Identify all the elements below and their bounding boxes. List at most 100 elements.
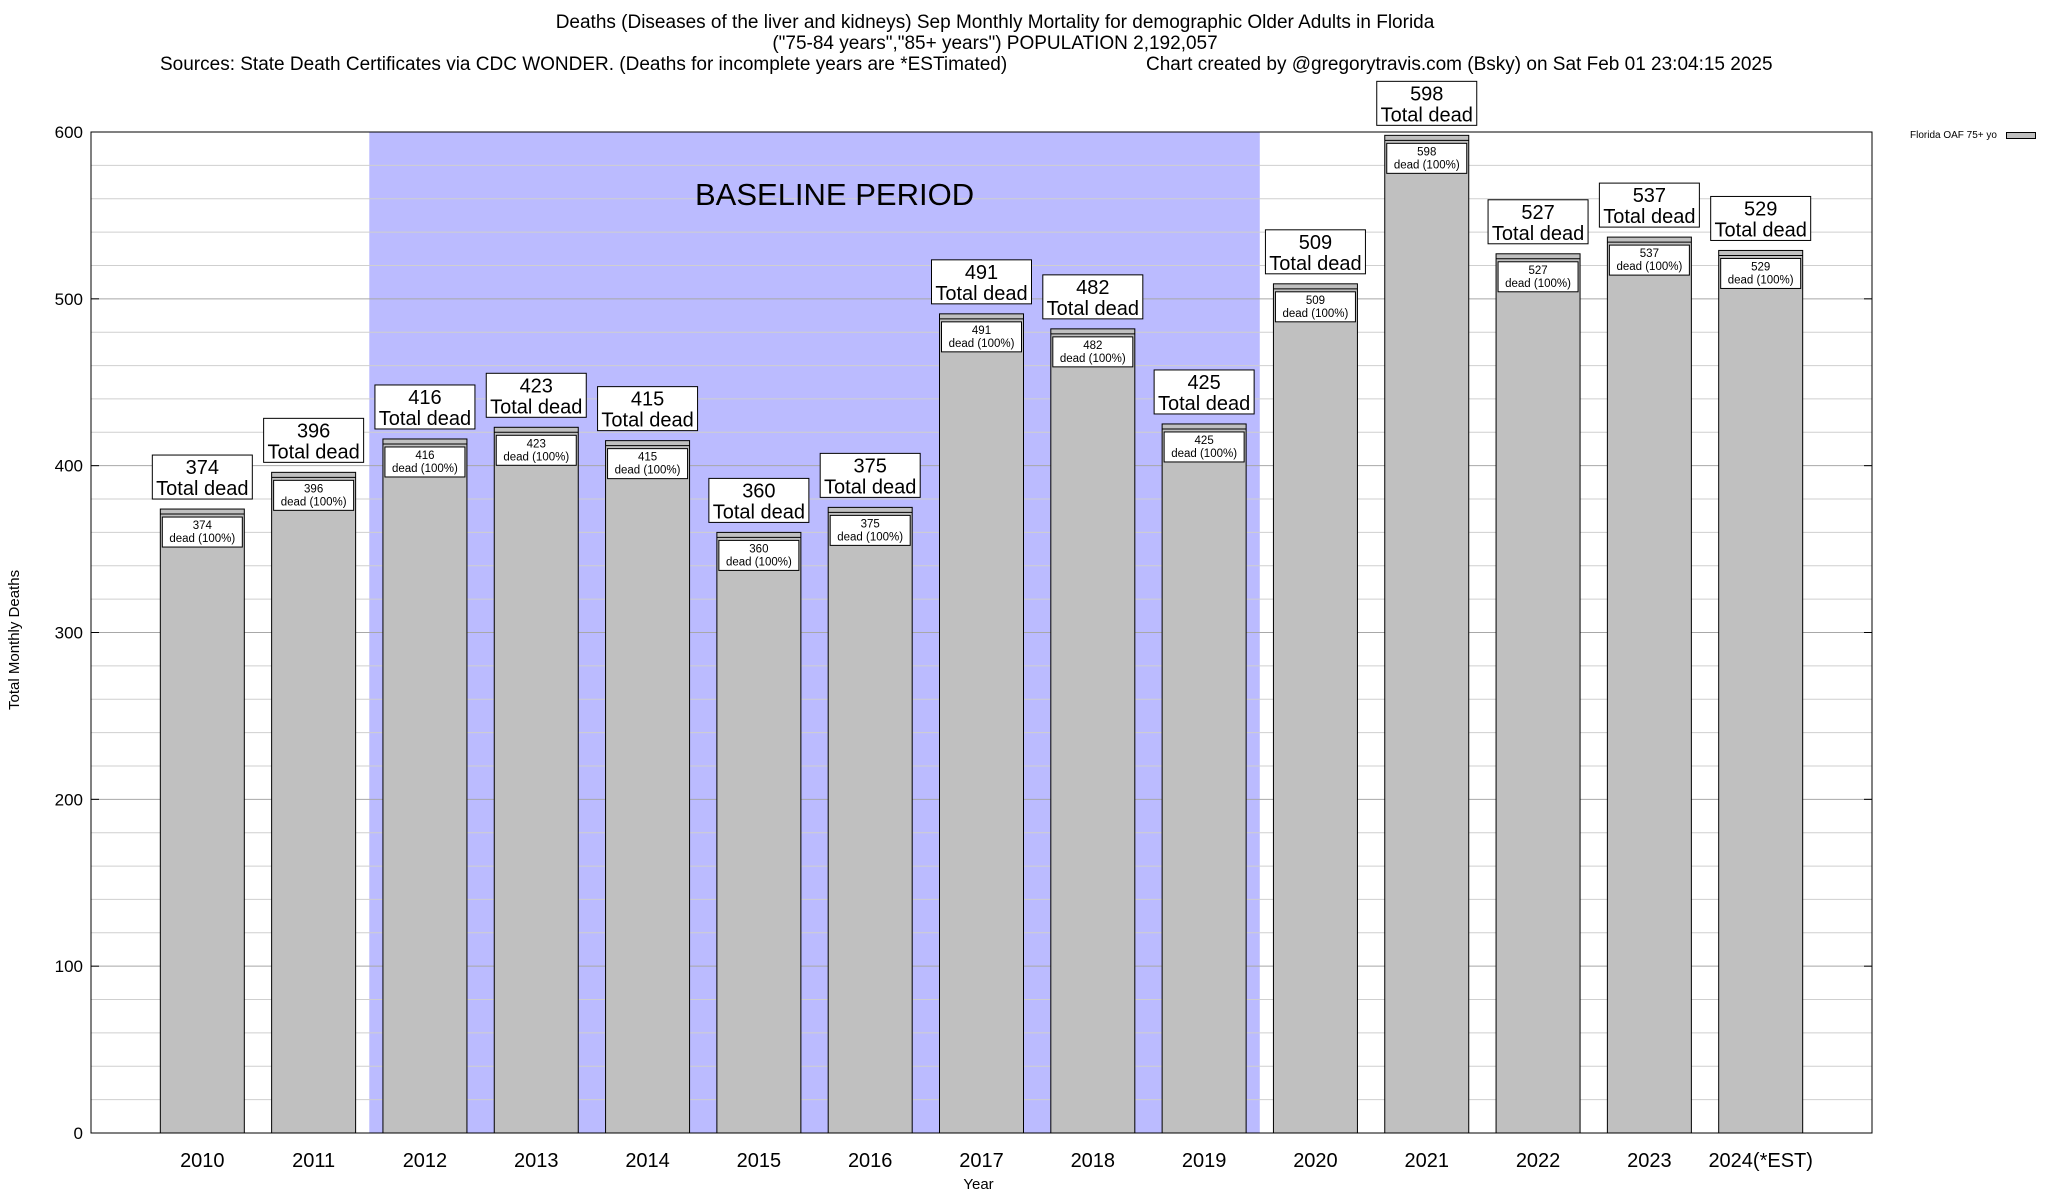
bar-inner-percent-label: dead (100%): [1283, 308, 1349, 320]
bar-total-value-label: 423: [520, 375, 553, 397]
bar: [1495, 253, 1581, 1134]
y-tick-label: 200: [55, 790, 83, 809]
bar-inner-value-label: 509: [1306, 295, 1325, 307]
bar-inner-percent-label: dead (100%): [949, 338, 1015, 350]
bar-total-value-label: 415: [631, 389, 664, 411]
bar-inner-value-label: 482: [1083, 340, 1102, 352]
bar-total-label-box: [374, 384, 476, 430]
chart-subtitle: ("75-84 years","85+ years") POPULATION 2…: [772, 33, 1218, 54]
bar-inner-label-box: [1608, 244, 1690, 276]
bar-total-label-box: [708, 477, 810, 523]
bar-inner-value-label: 423: [527, 438, 546, 450]
bar-total-text-label: Total dead: [1603, 206, 1695, 228]
chart-title: Deaths (Diseases of the liver and kidney…: [555, 12, 1435, 33]
bar-inner-percent-label: dead (100%): [1728, 274, 1794, 286]
bar-total-label-box: [931, 259, 1032, 305]
bar-total-value-label: 396: [297, 420, 330, 442]
bar: [716, 531, 802, 1134]
bar-total-value-label: 425: [1187, 372, 1220, 394]
bar-inner-value-label: 416: [415, 450, 434, 462]
bar: [827, 506, 913, 1134]
bar-inner-percent-label: dead (100%): [1171, 448, 1237, 460]
bar-inner-percent-label: dead (100%): [837, 531, 903, 543]
bar: [1272, 283, 1358, 1134]
bar: [271, 471, 357, 1134]
bar-total-value-label: 509: [1299, 232, 1332, 254]
bar-inner-label-box: [941, 321, 1022, 353]
bar-inner-label-box: [1163, 431, 1245, 463]
bar-inner-label-box: [1052, 336, 1134, 368]
bar-inner-label-box: [1497, 261, 1579, 293]
bar-total-text-label: Total dead: [156, 478, 248, 500]
bar-total-label-box: [151, 454, 253, 500]
bar: [1606, 236, 1692, 1134]
x-tick-label: 2016: [848, 1150, 893, 1172]
bar-total-label-box: [1487, 199, 1589, 245]
bar-total-text-label: Total dead: [824, 476, 916, 498]
bar: [1050, 328, 1136, 1134]
legend-swatch: [2005, 131, 2036, 139]
bar-total-text-label: Total dead: [1047, 298, 1139, 320]
bar-total-value-label: 375: [854, 455, 887, 477]
x-tick-label: 2024(*EST): [1708, 1150, 1813, 1172]
y-axis-label: Total Monthly Deaths: [6, 569, 23, 710]
bar-total-value-label: 529: [1744, 198, 1777, 220]
y-tick-label: 0: [74, 1124, 83, 1143]
bar-total-value-label: 537: [1633, 185, 1666, 207]
bar-total-text-label: Total dead: [935, 283, 1027, 305]
bar-total-label-box: [1710, 195, 1812, 241]
bar-total-label-box: [263, 417, 365, 463]
x-tick-label: 2014: [625, 1150, 670, 1172]
bar: [1384, 134, 1470, 1134]
source-row: Sources: State Death Certificates via CD…: [0, 54, 1990, 75]
bar-total-text-label: Total dead: [1158, 393, 1250, 415]
bar-inner-percent-label: dead (100%): [726, 556, 792, 568]
bar-inner-label-box: [161, 516, 243, 548]
bar-total-label-box: [597, 386, 699, 432]
x-tick-label: 2019: [1182, 1150, 1227, 1172]
bar-inner-percent-label: dead (100%): [615, 465, 681, 477]
y-tick-label: 400: [55, 457, 83, 476]
bar-inner-label-box: [1720, 257, 1802, 289]
y-tick-label: 300: [55, 624, 83, 643]
bar-total-text-label: Total dead: [1269, 253, 1361, 275]
bar: [1161, 423, 1247, 1134]
bar-inner-percent-label: dead (100%): [1505, 278, 1571, 290]
bar-inner-value-label: 491: [972, 325, 991, 337]
x-tick-label: 2018: [1071, 1150, 1116, 1172]
x-tick-label: 2010: [180, 1150, 225, 1172]
x-tick-label: 2022: [1516, 1150, 1561, 1172]
bar: [605, 440, 691, 1134]
bar-inner-value-label: 375: [861, 518, 880, 530]
bar-inner-label-box: [718, 539, 800, 571]
bar-inner-value-label: 415: [638, 452, 657, 464]
bar-total-text-label: Total dead: [1381, 104, 1473, 126]
bar-total-value-label: 527: [1521, 202, 1554, 224]
x-tick-label: 2021: [1405, 1150, 1450, 1172]
bar-total-label-box: [485, 372, 587, 418]
bar-total-text-label: Total dead: [1715, 219, 1807, 241]
bar-total-label-box: [1042, 274, 1144, 320]
legend-label: Florida OAF 75+ yo: [1910, 130, 1997, 141]
bar-total-text-label: Total dead: [490, 396, 582, 418]
y-tick-label: 500: [55, 290, 83, 309]
bar-inner-label-box: [495, 434, 577, 466]
bar-inner-value-label: 374: [193, 520, 213, 532]
bar: [939, 313, 1024, 1134]
bar-inner-label-box: [273, 479, 355, 511]
bar-inner-value-label: 425: [1195, 435, 1214, 447]
chart-credit: Chart created by @gregorytravis.com (Bsk…: [1146, 54, 1773, 75]
bar-inner-label-box: [607, 448, 689, 480]
y-tick-label: 100: [55, 957, 83, 976]
bar-inner-label-box: [1386, 142, 1468, 174]
bar: [493, 426, 579, 1134]
y-tick-label: 600: [55, 123, 83, 142]
bar-total-text-label: Total dead: [379, 408, 471, 430]
bar-total-label-box: [1598, 182, 1700, 228]
bar-inner-value-label: 360: [749, 543, 768, 555]
bar-total-text-label: Total dead: [1492, 223, 1584, 245]
x-axis-label: Year: [963, 1176, 993, 1193]
bar-total-value-label: 491: [965, 262, 998, 284]
bar: [1718, 249, 1804, 1134]
